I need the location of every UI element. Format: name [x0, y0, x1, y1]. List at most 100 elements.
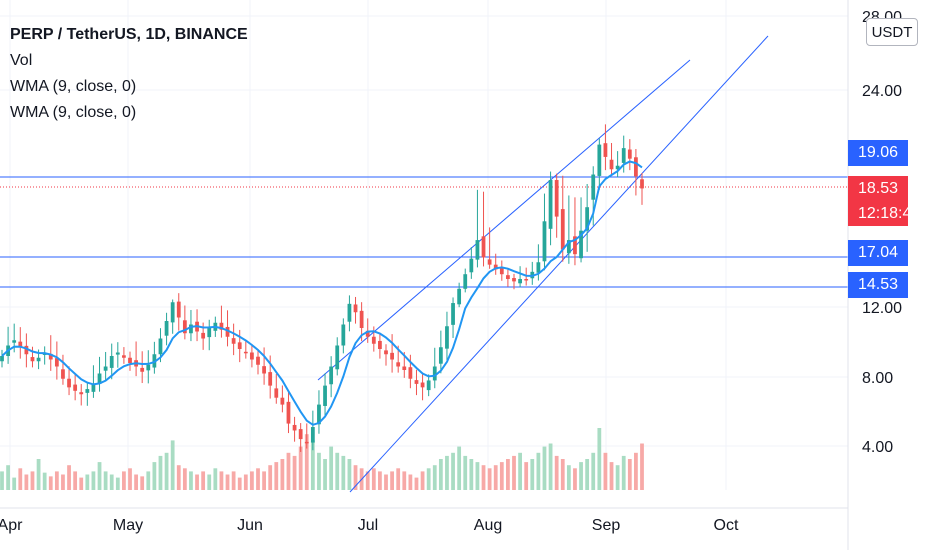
volume-bar: [219, 471, 224, 490]
candle-body: [512, 278, 516, 282]
volume-bar: [195, 474, 199, 490]
volume-bar: [225, 474, 230, 490]
candle-body: [445, 326, 449, 349]
volume-bar: [347, 459, 352, 490]
volume-bar: [207, 474, 212, 490]
candle-body: [24, 345, 29, 355]
volume-bar: [213, 468, 218, 490]
candle-body: [408, 367, 413, 379]
volume-bar: [487, 468, 492, 490]
volume-bar: [542, 446, 547, 490]
volume-bar: [390, 471, 394, 490]
candle-body: [475, 240, 480, 260]
volume-bar: [140, 476, 145, 490]
volume-bar: [128, 468, 132, 490]
candle-body: [18, 341, 23, 348]
volume-bar: [408, 474, 413, 490]
candle-body: [402, 366, 407, 370]
volume-bar: [298, 446, 303, 490]
time-axis-tick-label: Sep: [592, 517, 621, 534]
candle-body: [164, 321, 169, 336]
candle-body: [250, 352, 254, 360]
vol-indicator-label[interactable]: Vol: [10, 52, 33, 69]
candle-body: [48, 353, 53, 360]
ascending-channel: [317, 35, 769, 493]
volume-bar: [438, 459, 443, 490]
wma-indicator-label-1[interactable]: WMA (9, close, 0): [10, 78, 137, 95]
volume-bar: [384, 474, 388, 490]
candle-body: [268, 372, 273, 386]
volume-bar: [146, 471, 151, 490]
volume-bar: [30, 471, 35, 490]
price-axis-tick-label: 4.00: [862, 439, 893, 456]
volume-bar: [609, 462, 614, 490]
candle-body: [36, 357, 41, 362]
volume-bar: [274, 462, 279, 490]
candle-body: [609, 159, 614, 170]
volume-bar: [621, 455, 626, 490]
candle-body: [420, 382, 425, 388]
candle-body: [365, 330, 370, 337]
volume-bar: [353, 465, 358, 490]
candle-body: [122, 355, 126, 358]
volume-bar: [603, 452, 608, 490]
volume-bar: [189, 471, 193, 490]
volume-bar: [402, 471, 407, 490]
volume-bar: [48, 476, 53, 490]
time-axis-tick-label: Jul: [358, 517, 378, 534]
volume-bar: [304, 434, 309, 490]
candle-body: [61, 369, 65, 379]
symbol-title[interactable]: PERP / TetherUS, 1D, BINANCE: [10, 26, 248, 43]
candle-body: [560, 209, 565, 250]
volume-bar: [73, 471, 78, 490]
chart-legend: PERP / TetherUS, 1D, BINANCE Vol WMA (9,…: [10, 22, 248, 126]
volume-bar: [341, 455, 346, 490]
candle-body: [91, 383, 96, 392]
volume-bar: [231, 471, 236, 490]
candle-body: [329, 366, 334, 385]
volume-bar: [103, 471, 108, 490]
candle-body: [432, 366, 437, 381]
horizontal-levels: [0, 176, 848, 288]
wma-indicator-label-2[interactable]: WMA (9, close, 0): [10, 104, 137, 121]
volume-bar: [512, 455, 516, 490]
currency-unit-button[interactable]: USDT: [866, 18, 918, 46]
candle-body: [390, 352, 394, 360]
volume-bar: [536, 452, 541, 490]
candle-body: [426, 380, 431, 391]
candle-body: [414, 380, 419, 384]
candle-body: [286, 401, 291, 424]
candle-body: [97, 373, 102, 384]
volume-bar: [79, 477, 84, 490]
wma-series-line: [1, 160, 643, 426]
volume-bar: [42, 472, 47, 490]
volume-bar: [615, 465, 620, 490]
volume-bar: [554, 455, 559, 490]
candle-body: [353, 304, 358, 313]
candle-body: [225, 326, 230, 337]
candle-body: [591, 174, 596, 200]
candle-body: [170, 302, 175, 323]
volume-bar: [371, 468, 376, 490]
candle-body: [323, 385, 327, 406]
candle-body: [219, 322, 224, 330]
volume-bar: [36, 459, 41, 490]
volume-bar: [0, 471, 4, 490]
candle-body: [103, 366, 108, 371]
time-axis-tick-label: Aug: [474, 517, 502, 534]
candle-body: [54, 358, 59, 367]
candle-body: [615, 165, 620, 170]
price-axis-tick-label: 24.00: [862, 83, 902, 100]
candle-body: [292, 424, 297, 431]
candle-body: [310, 427, 315, 443]
channel-upper-line: [317, 59, 691, 381]
volume-bar: [499, 462, 504, 490]
volume-bar: [329, 446, 334, 490]
candle-body: [524, 278, 529, 281]
volume-bar: [640, 443, 644, 490]
candle-body: [12, 340, 17, 343]
candle-body: [189, 324, 193, 334]
volume-bar: [6, 465, 10, 490]
volume-bar: [85, 474, 90, 490]
